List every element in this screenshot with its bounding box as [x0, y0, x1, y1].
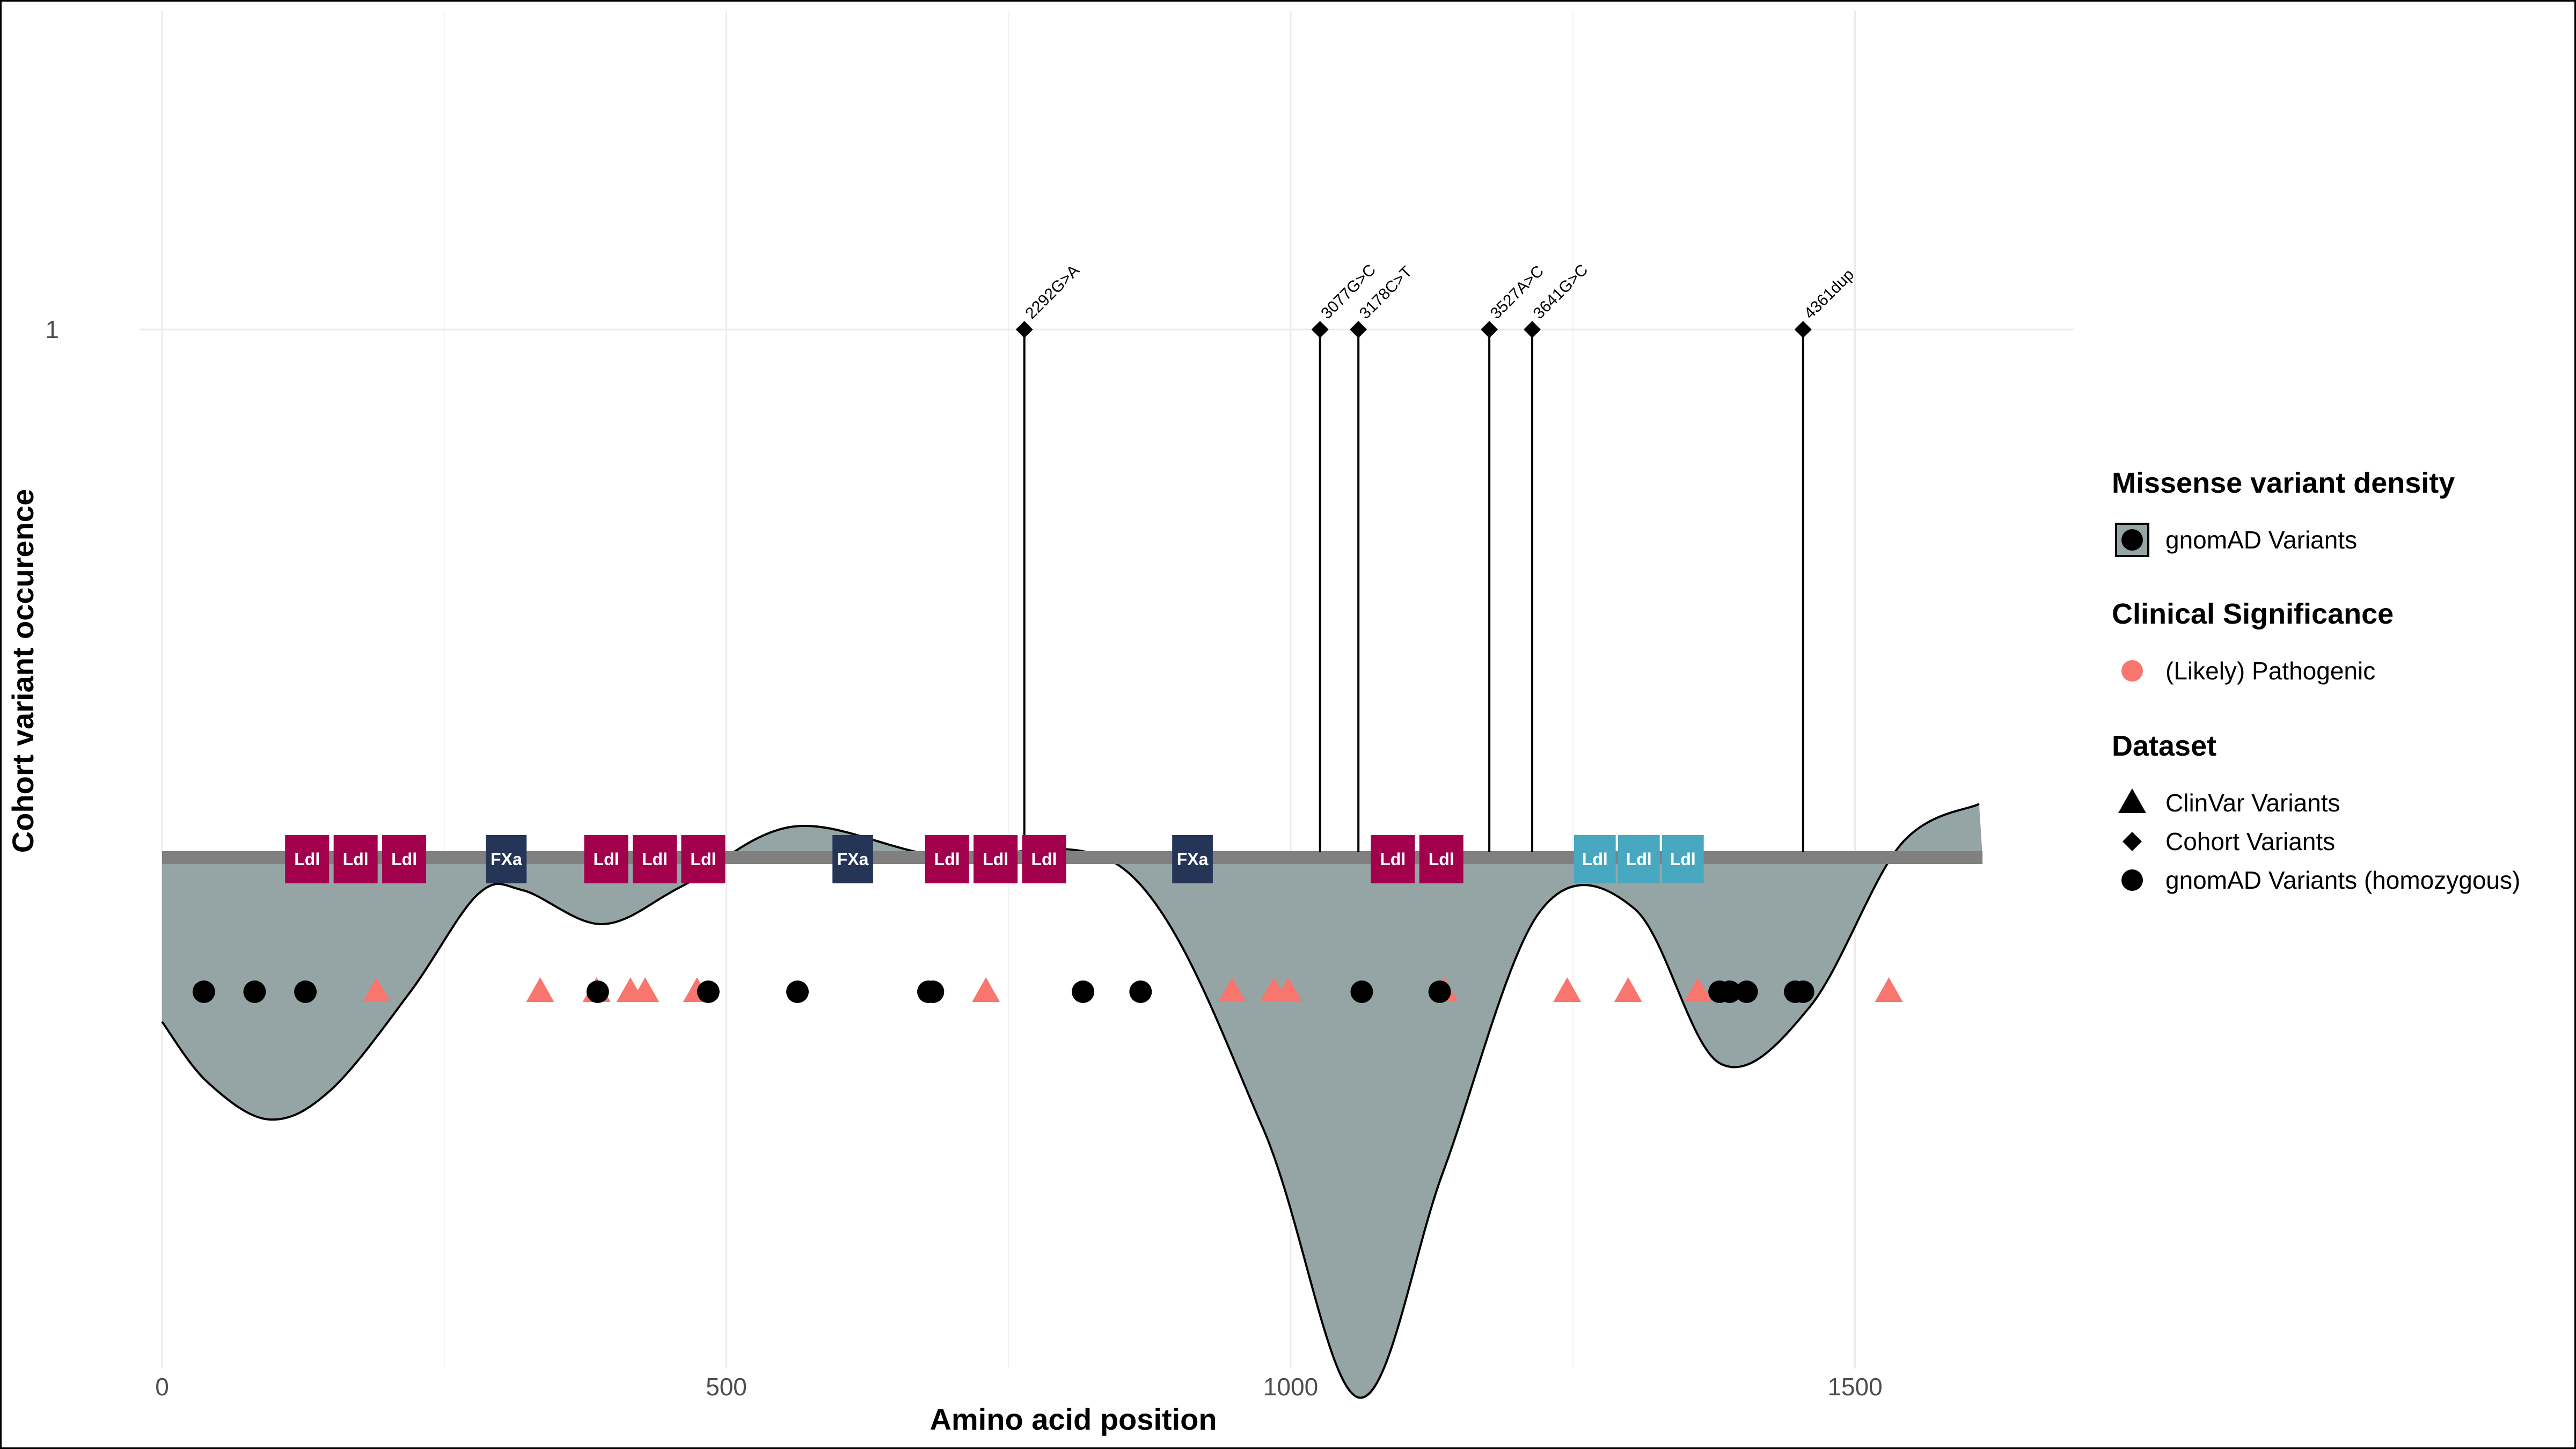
domain-label: Ldl	[1670, 850, 1696, 869]
clinvar-variant-triangle	[1274, 977, 1302, 1002]
domain-box	[1618, 835, 1660, 883]
gnomad-homozygous-point	[1129, 980, 1152, 1003]
domain-box	[974, 835, 1018, 883]
cohort-variant-diamond	[1524, 321, 1541, 338]
gnomad-homozygous-point	[1428, 980, 1451, 1003]
clinvar-variant-triangle	[526, 977, 554, 1002]
domain-box	[1574, 835, 1616, 883]
legend-title: Dataset	[2112, 730, 2216, 762]
domain-box	[486, 835, 527, 883]
domain-label: Ldl	[594, 850, 619, 869]
grid-lines	[140, 11, 2074, 1368]
x-tick-label: 0	[155, 1373, 169, 1401]
domain-box	[333, 835, 378, 883]
gnomad-homozygous-point	[1350, 980, 1373, 1003]
domain-label: Ldl	[642, 850, 668, 869]
legend-entry-label: gnomAD Variants (homozygous)	[2165, 866, 2520, 894]
gnomad-homozygous-point	[243, 980, 266, 1003]
cohort-variant-label: 4361dup	[1801, 266, 1857, 323]
domain-box	[832, 835, 873, 883]
x-tick-label: 1000	[1263, 1373, 1318, 1401]
gnomad-homozygous-point	[1735, 980, 1758, 1003]
cohort-variant-diamond	[1311, 321, 1329, 338]
domain-box	[1371, 835, 1415, 883]
clinvar-variant-triangle	[1614, 977, 1642, 1002]
domain-label: Ldl	[1582, 850, 1608, 869]
x-tick-label: 1500	[1827, 1373, 1882, 1401]
x-tick-label: 500	[706, 1373, 747, 1401]
y-tick-label: 1	[45, 316, 59, 343]
clinvar-variant-triangle	[1553, 977, 1582, 1002]
y-axis-title: Cohort variant occurence	[6, 489, 40, 853]
protein-backbone	[162, 851, 1983, 864]
cohort-variant-diamond	[1481, 321, 1498, 338]
domain-label: Ldl	[1626, 850, 1652, 869]
legend-entry-label: ClinVar Variants	[2165, 789, 2340, 817]
domain-label: Ldl	[690, 850, 716, 869]
domain-box	[1172, 835, 1213, 883]
gnomad-homozygous-point	[921, 980, 945, 1003]
protein-bar-layer	[162, 851, 1983, 864]
legend-entry-label: (Likely) Pathogenic	[2165, 657, 2375, 685]
clinvar-variant-triangle	[631, 977, 660, 1002]
gnomad-homozygous-point	[586, 980, 609, 1003]
domain-label: Ldl	[391, 850, 417, 869]
legend: Missense variant density gnomAD Variants C…	[2112, 467, 2520, 894]
gnomad-homozygous-point	[294, 980, 317, 1003]
domain-label: Ldl	[1031, 850, 1057, 869]
gnomad-homozygous-point	[697, 980, 720, 1003]
domain-box	[382, 835, 427, 883]
legend-title: Clinical Significance	[2112, 598, 2394, 630]
legend-entry-label: Cohort Variants	[2165, 828, 2335, 855]
clinvar-variant-triangle	[972, 977, 1000, 1002]
gnomad-homozygous-point	[1718, 980, 1741, 1003]
density-curve-line	[161, 803, 1980, 1399]
density-area-fill	[162, 804, 1983, 1398]
legend-key-triangle	[2118, 788, 2146, 813]
protein-domains: Ldl Ldl Ldl FXa Ldl Ldl Ldl FXa Ldl Ldl Ldl FXa Ldl L…	[285, 835, 1704, 883]
domain-label: Ldl	[1429, 850, 1454, 869]
domain-label: Ldl	[1380, 850, 1406, 869]
clinvar-variant-triangle	[362, 977, 391, 1002]
x-axis-title: Amino acid position	[930, 1402, 1217, 1436]
domain-label: Ldl	[934, 850, 960, 869]
gnomad-homozygous-point	[192, 980, 215, 1003]
density-area	[161, 803, 1983, 1399]
legend-title: Missense variant density	[2112, 467, 2455, 499]
domain-label: FXa	[1177, 850, 1209, 869]
clinvar-variant-triangle	[1875, 977, 1903, 1002]
domain-box	[1022, 835, 1066, 883]
domain-box	[925, 835, 969, 883]
domain-box	[584, 835, 628, 883]
domain-label: Ldl	[983, 850, 1008, 869]
cohort-variant-diamond	[1794, 321, 1812, 338]
cohort-variant-diamond	[1015, 321, 1033, 338]
legend-key-circle	[2121, 529, 2143, 551]
legend-entry-label: gnomAD Variants	[2165, 526, 2357, 554]
domain-label: FXa	[491, 850, 522, 869]
cohort-variant-diamond	[1350, 321, 1367, 338]
gnomad-homozygous-point	[786, 980, 809, 1003]
domain-box	[632, 835, 677, 883]
clinvar-variant-triangle	[1218, 977, 1246, 1002]
gnomad-homozygous-point	[1791, 980, 1814, 1003]
legend-key-diamond	[2123, 832, 2142, 851]
clinvar-variant-triangle	[1684, 977, 1713, 1002]
domain-box	[681, 835, 726, 883]
domain-label: Ldl	[294, 850, 320, 869]
domain-label: FXa	[837, 850, 869, 869]
domain-box	[1662, 835, 1704, 883]
axis-ticks: 0 500 1000 1500 1	[45, 316, 1882, 1401]
domain-label: Ldl	[343, 850, 369, 869]
legend-key-circle	[2121, 660, 2143, 682]
cohort-variant-label: 2292G>A	[1022, 261, 1083, 323]
gnomad-homozygous-point	[1072, 980, 1095, 1003]
domain-box	[285, 835, 330, 883]
domain-box	[1419, 835, 1463, 883]
variant-points	[192, 977, 1903, 1003]
legend-key-circle	[2121, 869, 2143, 891]
